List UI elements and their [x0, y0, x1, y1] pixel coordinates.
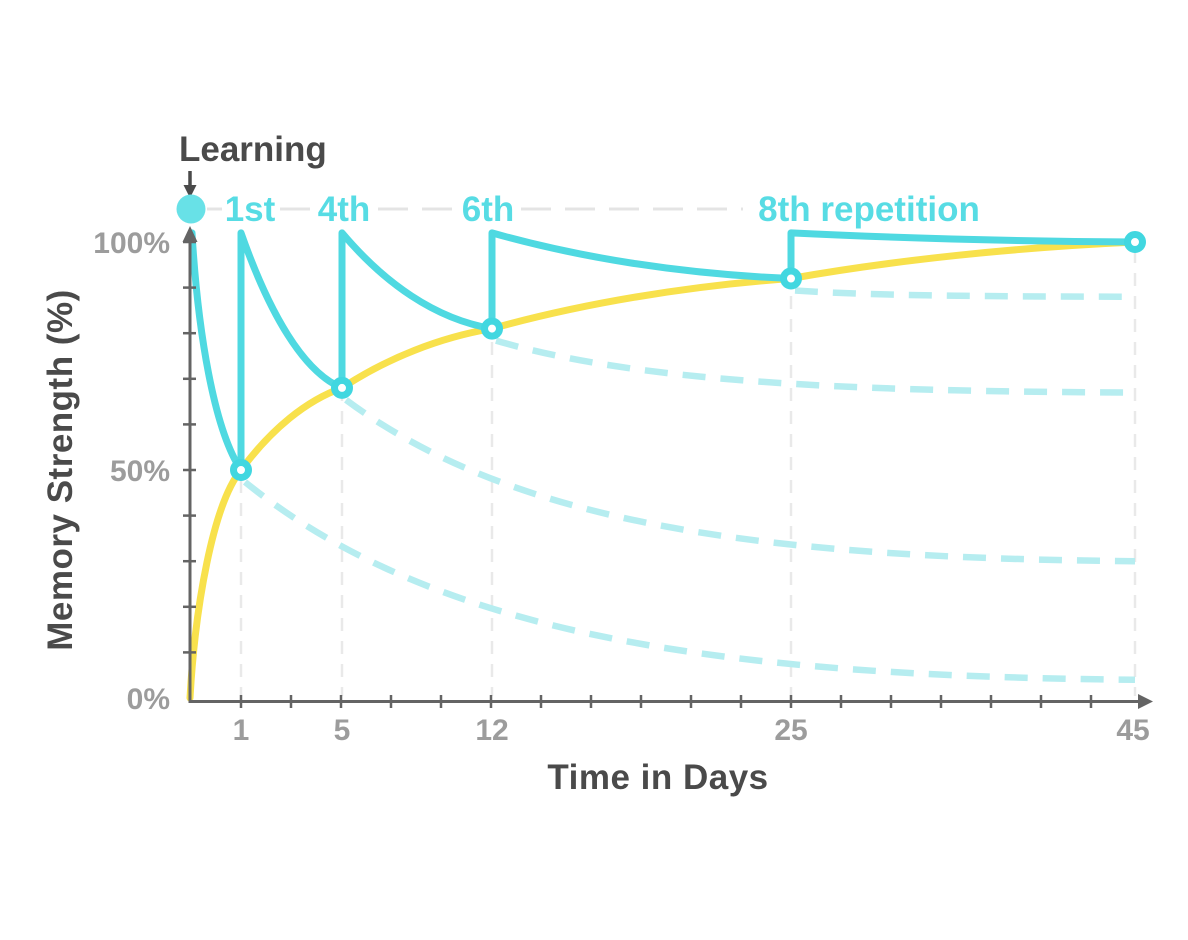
y-axis-title: Memory Strength (%): [41, 289, 80, 650]
x-tick-label-45: 45: [1116, 714, 1149, 747]
chart-title: Learning: [179, 130, 327, 169]
x-tick-label-12: 12: [475, 714, 508, 747]
repetition-marker-day-45: [1124, 231, 1146, 253]
memory-strength-curve: [188, 229, 1139, 474]
repetition-marker-day-1: [230, 459, 252, 481]
forgetting-curve-from-day-5: [344, 397, 1136, 565]
repetition-label-6th: 6th: [462, 190, 515, 229]
consolidation-curve: [186, 238, 1139, 702]
y-axis-arrow-icon: [182, 226, 198, 242]
repetition-label-8th-repetition: 8th repetition: [758, 190, 980, 229]
learning-annotation: [176, 171, 206, 224]
y-tick-label-100: 100%: [93, 227, 170, 260]
repetition-label-1st: 1st: [225, 190, 276, 229]
y-axis-ticks: [183, 240, 196, 654]
y-tick-labels: 0% 50% 100%: [93, 227, 170, 716]
vertical-gridlines: [239, 250, 1137, 696]
x-tick-labels: 1 5 12 25 45: [233, 714, 1150, 747]
y-tick-label-50: 50%: [110, 455, 170, 488]
learning-dot: [176, 194, 206, 224]
repetition-marker-day-25: [780, 267, 802, 290]
forgetting-dashed-curves: [242, 287, 1136, 684]
forgetting-curve-from-day-12: [495, 337, 1136, 396]
x-axis-arrow-icon: [1138, 694, 1153, 709]
repetition-markers: [230, 231, 1146, 481]
repetition-marker-day-12: [481, 317, 503, 340]
repetition-marker-day-5: [331, 376, 353, 399]
forgetting-curve-from-day-1: [242, 479, 1136, 684]
x-tick-label-25: 25: [774, 714, 807, 747]
axes: [182, 226, 1153, 709]
x-axis-ticks: [239, 695, 1093, 708]
repetition-labels: 1st 4th 6th 8th repetition: [225, 190, 980, 229]
x-tick-label-1: 1: [233, 714, 250, 747]
x-axis-title: Time in Days: [547, 758, 768, 797]
x-tick-label-5: 5: [334, 714, 351, 747]
forgetting-curve-from-day-25: [794, 287, 1136, 300]
down-arrow-icon: [183, 185, 197, 198]
y-tick-label-0: 0%: [127, 683, 170, 716]
repetition-label-4th: 4th: [318, 190, 371, 229]
